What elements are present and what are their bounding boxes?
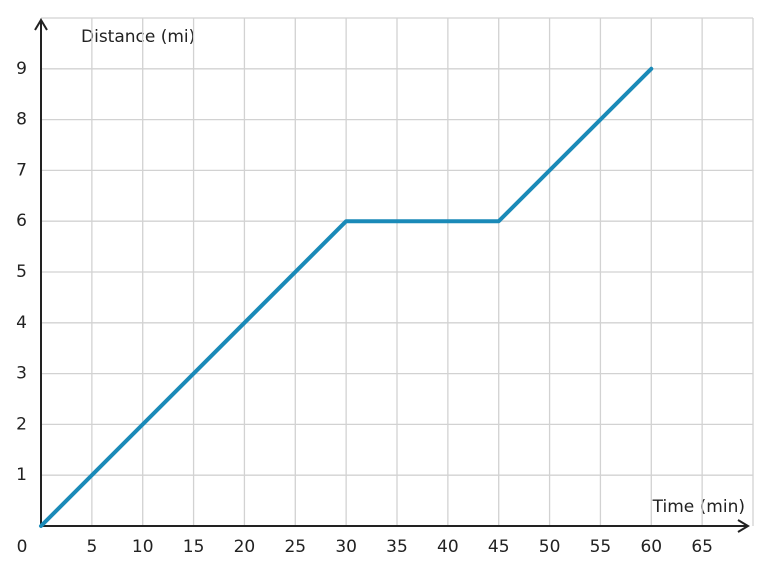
y-tick-label: 2 [16, 414, 27, 434]
x-tick-label: 0 [17, 537, 28, 557]
y-tick-label: 4 [16, 313, 27, 333]
x-tick-label: 15 [183, 537, 205, 557]
y-tick-label: 7 [16, 160, 27, 180]
y-tick-label: 9 [16, 59, 27, 79]
x-tick-label: 30 [335, 537, 357, 557]
x-tick-label: 20 [234, 537, 256, 557]
x-tick-label: 45 [488, 537, 510, 557]
x-tick-label: 65 [691, 537, 713, 557]
y-tick-label: 8 [16, 110, 27, 130]
x-tick-label: 55 [590, 537, 612, 557]
x-tick-label: 60 [640, 537, 662, 557]
y-axis-arrow [34, 18, 48, 31]
x-tick-label: 40 [437, 537, 459, 557]
y-tick-label: 1 [16, 465, 27, 485]
x-tick-label: 5 [86, 537, 97, 557]
y-tick-label: 6 [16, 211, 27, 231]
x-tick-label: 25 [284, 537, 306, 557]
y-tick-label: 5 [16, 262, 27, 282]
x-axis-label: Time (min) [652, 497, 745, 517]
x-tick-label: 10 [132, 537, 154, 557]
data-line [39, 66, 654, 528]
y-axis-label: Distance (mi) [81, 27, 195, 47]
x-axis-arrow [737, 519, 750, 533]
x-tick-label: 35 [386, 537, 408, 557]
x-tick-label: 50 [539, 537, 561, 557]
y-tick-label: 3 [16, 364, 27, 384]
